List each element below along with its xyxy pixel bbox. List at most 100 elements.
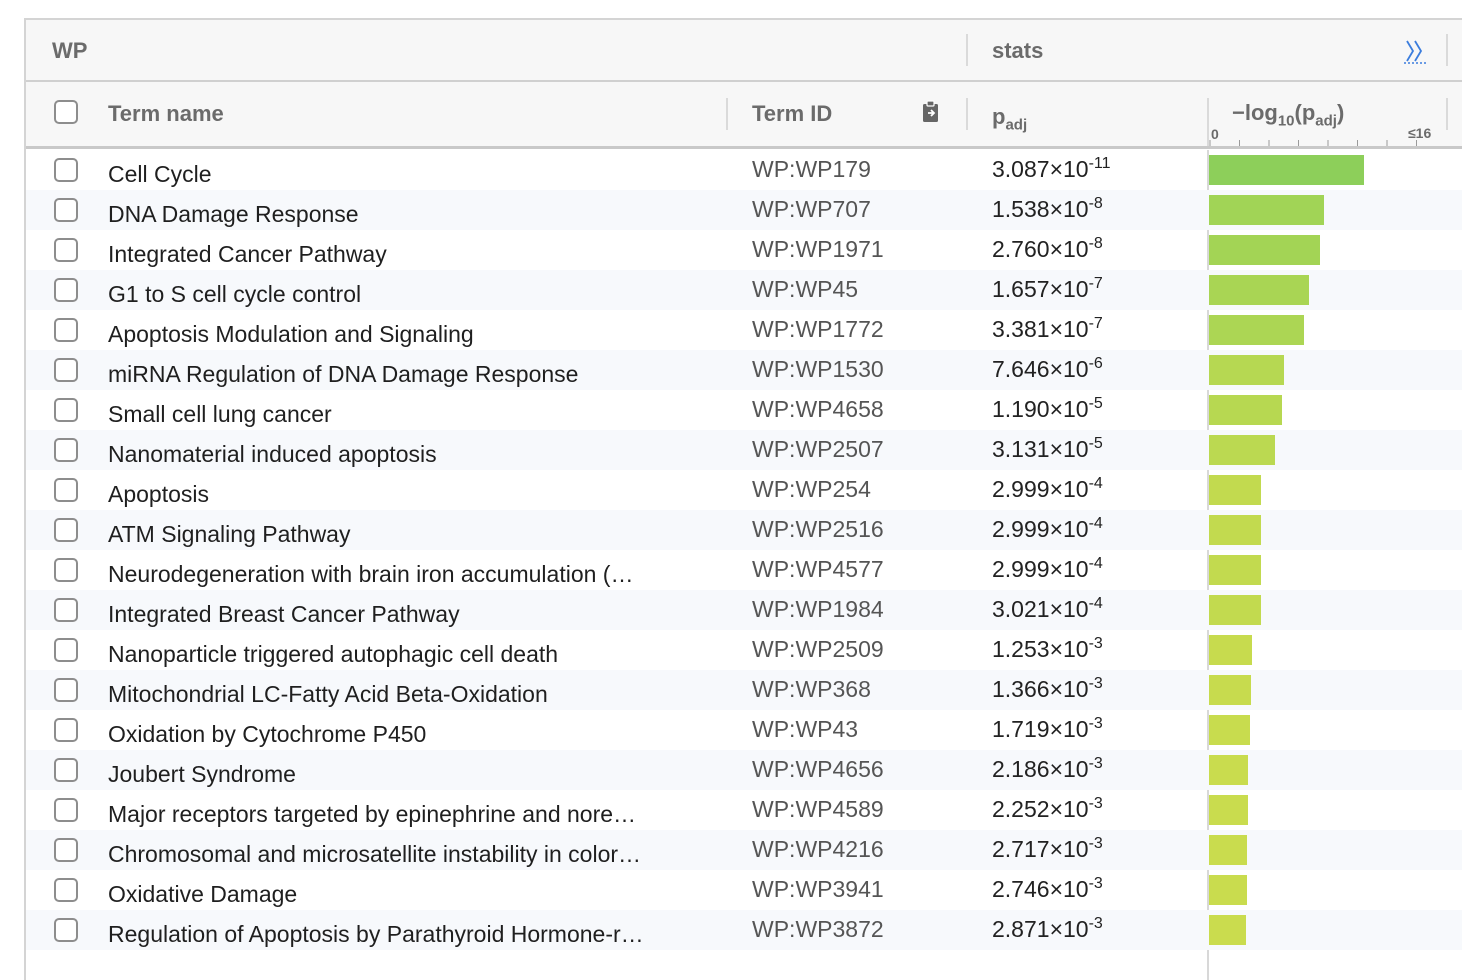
select-all-checkbox[interactable] (54, 100, 78, 124)
term-name-cell[interactable]: Joubert Syndrome (108, 761, 296, 787)
table-row[interactable]: Chromosomal and microsatellite instabili… (26, 830, 1462, 870)
significance-bar[interactable] (1209, 355, 1285, 385)
row-checkbox[interactable] (54, 598, 78, 622)
row-checkbox[interactable] (54, 358, 78, 382)
significance-bar[interactable] (1209, 395, 1282, 425)
row-checkbox[interactable] (54, 478, 78, 502)
term-name-cell[interactable]: Integrated Cancer Pathway (108, 241, 387, 267)
term-id-cell[interactable]: WP:WP1772 (752, 316, 884, 342)
significance-bar[interactable] (1209, 755, 1249, 785)
term-id-cell[interactable]: WP:WP2516 (752, 516, 884, 542)
term-name-cell[interactable]: miRNA Regulation of DNA Damage Response (108, 361, 579, 387)
row-checkbox[interactable] (54, 398, 78, 422)
table-row[interactable]: Cell Cycle WP:WP179 3.087×10-11 (26, 150, 1462, 190)
term-id-cell[interactable]: WP:WP4589 (752, 796, 884, 822)
row-checkbox[interactable] (54, 438, 78, 462)
term-name-cell[interactable]: Apoptosis (108, 481, 210, 507)
table-row[interactable]: Nanomaterial induced apoptosis WP:WP2507 3… (26, 430, 1462, 470)
row-checkbox[interactable] (54, 718, 78, 742)
table-row[interactable]: Oxidative Damage WP:WP3941 2.746×10-3 (26, 870, 1462, 910)
table-row[interactable]: Integrated Breast Cancer Pathway WP:WP198… (26, 590, 1462, 630)
table-row[interactable]: Regulation of Apoptosis by Parathyroid H… (26, 910, 1462, 950)
table-row[interactable]: G1 to S cell cycle control WP:WP45 1.657×1… (26, 270, 1462, 310)
significance-bar[interactable] (1209, 315, 1305, 345)
term-id-cell[interactable]: WP:WP2509 (752, 636, 884, 662)
padj-header[interactable]: padj (992, 104, 1028, 134)
term-id-cell[interactable]: WP:WP4577 (752, 556, 884, 582)
row-checkbox[interactable] (54, 638, 78, 662)
term-id-cell[interactable]: WP:WP254 (752, 476, 871, 502)
row-checkbox[interactable] (54, 158, 78, 182)
term-name-header[interactable]: Term name (108, 101, 224, 126)
table-row[interactable]: Apoptosis Modulation and Signaling WP:WP1… (26, 310, 1462, 350)
table-row[interactable]: Joubert Syndrome WP:WP4656 2.186×10-3 (26, 750, 1462, 790)
term-name-cell[interactable]: Regulation of Apoptosis by Parathyroid H… (108, 921, 644, 947)
significance-bar[interactable] (1209, 235, 1321, 265)
row-checkbox[interactable] (54, 558, 78, 582)
table-row[interactable]: DNA Damage Response WP:WP707 1.538×10-8 (26, 190, 1462, 230)
table-row[interactable]: Small cell lung cancer WP:WP4658 1.190×10-… (26, 390, 1462, 430)
term-id-cell[interactable]: WP:WP45 (752, 276, 859, 302)
term-name-cell[interactable]: Cell Cycle (108, 161, 212, 187)
term-name-cell[interactable]: Neurodegeneration with brain iron accumu… (108, 561, 634, 587)
row-checkbox[interactable] (54, 878, 78, 902)
term-id-cell[interactable]: WP:WP4216 (752, 836, 884, 862)
significance-bar[interactable] (1209, 915, 1247, 945)
term-name-cell[interactable]: Oxidation by Cytochrome P450 (108, 721, 427, 747)
significance-bar[interactable] (1209, 155, 1365, 185)
table-row[interactable]: Integrated Cancer Pathway WP:WP1971 2.760×… (26, 230, 1462, 270)
table-row[interactable]: Neurodegeneration with brain iron accumu… (26, 550, 1462, 590)
term-name-cell[interactable]: Nanoparticle triggered autophagic cell d… (108, 641, 559, 667)
term-id-cell[interactable]: WP:WP1971 (752, 236, 884, 262)
table-row[interactable]: Major receptors targeted by epinephrine … (26, 790, 1462, 830)
significance-bar[interactable] (1209, 515, 1261, 545)
significance-bar[interactable] (1209, 875, 1247, 905)
row-checkbox[interactable] (54, 518, 78, 542)
row-checkbox[interactable] (54, 798, 78, 822)
term-id-cell[interactable]: WP:WP4658 (752, 396, 884, 422)
significance-bar[interactable] (1209, 675, 1252, 705)
term-id-cell[interactable]: WP:WP4656 (752, 756, 884, 782)
term-name-cell[interactable]: Mitochondrial LC-Fatty Acid Beta-Oxidati… (108, 681, 548, 707)
row-checkbox[interactable] (54, 318, 78, 342)
term-id-cell[interactable]: WP:WP1984 (752, 596, 884, 622)
term-id-cell[interactable]: WP:WP3872 (752, 916, 884, 942)
term-name-cell[interactable]: Chromosomal and microsatellite instabili… (108, 841, 642, 867)
neglog-padj-header[interactable]: −log10(padj) (1232, 100, 1345, 130)
table-row[interactable]: Oxidation by Cytochrome P450 WP:WP43 1.719… (26, 710, 1462, 750)
significance-bar[interactable] (1209, 595, 1261, 625)
row-checkbox[interactable] (54, 838, 78, 862)
significance-bar[interactable] (1209, 435, 1276, 465)
row-checkbox[interactable] (54, 918, 78, 942)
term-name-cell[interactable]: Nanomaterial induced apoptosis (108, 441, 437, 467)
significance-bar[interactable] (1209, 555, 1261, 585)
significance-bar[interactable] (1209, 635, 1252, 665)
term-name-cell[interactable]: Apoptosis Modulation and Signaling (108, 321, 474, 347)
significance-bar[interactable] (1209, 795, 1249, 825)
term-name-cell[interactable]: Integrated Breast Cancer Pathway (108, 601, 460, 627)
term-name-cell[interactable]: Small cell lung cancer (108, 401, 332, 427)
term-id-header[interactable]: Term ID (752, 101, 833, 126)
table-row[interactable]: ATM Signaling Pathway WP:WP2516 2.999×10-4 (26, 510, 1462, 550)
significance-bar[interactable] (1209, 475, 1261, 505)
table-row[interactable]: Apoptosis WP:WP254 2.999×10-4 (26, 470, 1462, 510)
row-checkbox[interactable] (54, 278, 78, 302)
term-id-cell[interactable]: WP:WP179 (752, 156, 871, 182)
table-row[interactable]: Mitochondrial LC-Fatty Acid Beta-Oxidati… (26, 670, 1462, 710)
double-chevron-right-icon[interactable] (1404, 38, 1426, 64)
term-id-cell[interactable]: WP:WP2507 (752, 436, 884, 462)
row-checkbox[interactable] (54, 198, 78, 222)
term-name-cell[interactable]: ATM Signaling Pathway (108, 521, 351, 547)
table-row[interactable]: Nanoparticle triggered autophagic cell d… (26, 630, 1462, 670)
term-name-cell[interactable]: G1 to S cell cycle control (108, 281, 362, 307)
clipboard-icon[interactable] (920, 100, 942, 124)
term-name-cell[interactable]: DNA Damage Response (108, 201, 359, 227)
row-checkbox[interactable] (54, 678, 78, 702)
significance-bar[interactable] (1209, 835, 1247, 865)
term-id-cell[interactable]: WP:WP3941 (752, 876, 884, 902)
table-row[interactable]: miRNA Regulation of DNA Damage Response W… (26, 350, 1462, 390)
term-id-cell[interactable]: WP:WP368 (752, 676, 871, 702)
row-checkbox[interactable] (54, 238, 78, 262)
term-name-cell[interactable]: Major receptors targeted by epinephrine … (108, 801, 637, 827)
term-id-cell[interactable]: WP:WP43 (752, 716, 859, 742)
